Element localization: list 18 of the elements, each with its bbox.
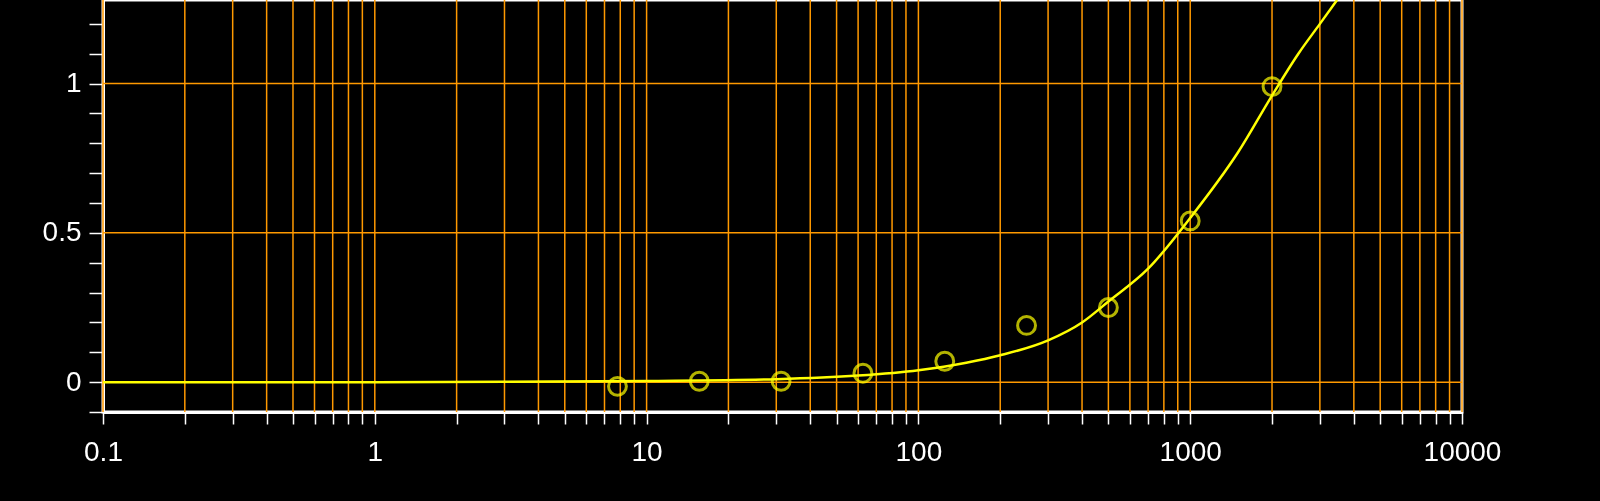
point (1097, 297, 1119, 318)
point (852, 362, 874, 384)
x-tick-label: 1000 (1159, 435, 1222, 467)
point (934, 350, 956, 372)
y-tick-label: 1 (65, 67, 82, 99)
point (1016, 314, 1037, 336)
x-tick-label: 10 (631, 435, 663, 467)
point (1179, 210, 1201, 232)
x-tick-label: 1 (367, 435, 384, 467)
point (1261, 76, 1283, 98)
point (607, 375, 628, 397)
x-tick-label: 100 (895, 435, 943, 467)
point (688, 370, 710, 392)
x-tick-label: 10000 (1423, 435, 1502, 467)
x-tick-label: 0.1 (84, 435, 123, 467)
y-tick-label: 0.5 (42, 216, 82, 248)
point (770, 370, 792, 392)
y-tick-label: 0 (65, 365, 82, 397)
